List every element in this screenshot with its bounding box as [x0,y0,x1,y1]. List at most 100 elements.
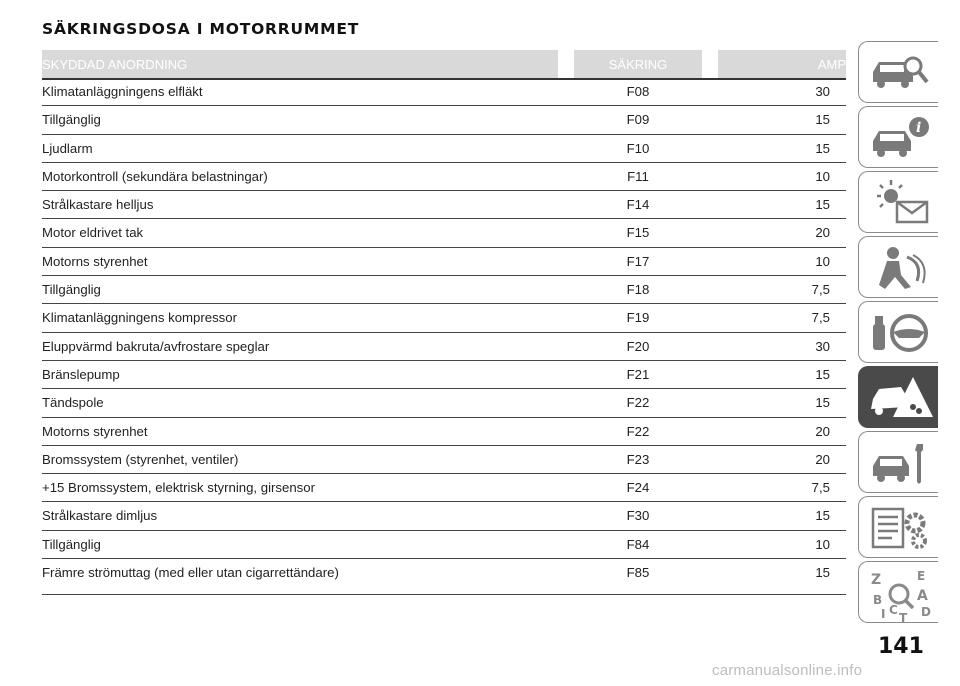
device-cell: Ljudlarm [42,140,93,156]
fuse-cell: F11 [627,168,649,184]
fuse-cell: F08 [626,84,650,99]
fuse-cell: F14 [626,197,650,213]
amp-cell: 30 [815,338,830,354]
specs-gear-icon [871,507,927,549]
table-row: Klimatanläggningens kompressor F19 7,5 [42,304,846,333]
fuse-cell: F20 [626,338,650,354]
device-cell: Motorkontroll (sekundära belastningar) [42,168,268,184]
device-cell: Strålkastare helljus [42,197,154,213]
device-cell: Bromssystem (styrenhet, ventiler) [42,451,239,467]
svg-text:D: D [921,605,931,619]
table-row: Främre strömuttag (med eller utan cigarr… [42,559,846,596]
table-row: Bränslepump F21 15 [42,361,846,390]
header-fuse: SÄKRING [608,57,668,72]
table-row: Ljudlarm F10 15 [42,135,846,163]
amp-cell: 15 [815,112,830,128]
table-row: Tillgänglig F18 7,5 [42,276,846,305]
car-info-icon: i [873,117,929,157]
watermark[interactable]: carmanualsonline.info [712,662,863,679]
table-row: Strålkastare dimljus F30 15 [42,502,846,531]
fuse-cell: F21 [626,366,650,382]
device-cell: Motorns styrenhet [42,423,148,439]
device-cell: Eluppvärmd bakruta/avfrostare speglar [42,338,270,354]
device-cell: Tillgänglig [42,282,101,298]
tab-driving[interactable] [858,301,938,363]
amp-cell: 10 [815,253,830,269]
amp-cell: 15 [815,395,830,411]
svg-text:i: i [916,120,921,136]
table-row: Motor eldrivet tak F15 20 [42,219,846,248]
table-header: SKYDDAD ANORDNING SÄKRING AMP [42,50,846,80]
tab-maintenance[interactable] [858,431,938,493]
table-row: Eluppvärmd bakruta/avfrostare speglar F20… [42,333,846,361]
fuse-cell: F10 [626,140,650,156]
table-row: Bromssystem (styrenhet, ventiler) F23 20 [42,446,846,475]
amp-cell: 20 [815,451,830,467]
amp-cell: 10 [815,168,830,184]
fuse-cell: F23 [626,451,650,467]
fuse-cell: F22 [626,423,650,439]
device-cell: Tändspole [42,395,104,411]
table-row: Tillgänglig F09 15 [42,106,846,135]
table-row: Strålkastare helljus F14 15 [42,191,846,220]
car-crash-warning-icon [871,377,933,417]
tab-index[interactable]: Z E A B I C T D [858,561,938,624]
header-amp: AMP [817,57,846,72]
table-row: Motorns styrenhet F17 10 [42,248,846,277]
amp-cell: 15 [815,366,830,382]
tab-emergency[interactable] [858,366,938,428]
amp-cell: 15 [815,197,830,213]
svg-text:T: T [899,611,908,624]
device-cell: Klimatanläggningens elfläkt [42,84,203,99]
amp-cell: 15 [815,140,830,156]
alphabet-index-icon: Z E A B I C T D [871,569,931,624]
fuse-cell: F19 [626,310,650,326]
fuse-cell: F09 [626,112,650,128]
amp-cell: 7,5 [811,282,830,298]
device-cell: +15 Bromssystem, elektrisk styrning, gir… [42,480,315,496]
header-divider [42,78,846,80]
tab-safety[interactable] [858,236,938,298]
car-search-icon [873,56,929,88]
device-cell: Motorns styrenhet [42,253,148,269]
table-row: +15 Bromssystem, elektrisk styrning, gir… [42,474,846,503]
device-cell: Bränslepump [42,366,120,382]
fuse-table: SKYDDAD ANORDNING SÄKRING AMP Klimatanlä… [42,50,846,596]
fuse-cell: F24 [626,480,650,496]
header-bg-device [42,50,558,78]
tab-car-info[interactable]: i [858,106,938,168]
amp-cell: 30 [815,84,830,99]
fuse-cell: F30 [626,508,650,524]
key-steering-wheel-icon [873,314,928,352]
svg-text:E: E [917,569,925,583]
svg-text:I: I [881,607,885,621]
airbag-person-icon [879,247,926,289]
table-row: Motorkontroll (sekundära belastningar) F1… [42,163,846,192]
fuse-cell: F84 [626,536,650,552]
fuse-cell: F15 [626,225,650,241]
tab-car-search[interactable] [858,41,938,103]
device-cell: Främre strömuttag (med eller utan cigarr… [42,565,339,581]
table-row: Tändspole F22 15 [42,389,846,418]
svg-text:Z: Z [871,572,881,588]
table-row: Motorns styrenhet F22 20 [42,418,846,446]
page-title: SÄKRINGSDOSA I MOTORRUMMET [42,20,360,38]
fuse-cell: F85 [626,565,650,581]
fuse-cell: F18 [626,282,650,298]
table-row: Tillgänglig F84 10 [42,531,846,560]
device-cell: Tillgänglig [42,536,101,552]
table-row: Klimatanläggningens elfläkt F08 30 [42,78,846,107]
page-number: 141 [878,634,924,659]
table-body: Klimatanläggningens elfläkt F08 30 Tillgäng… [42,78,846,596]
amp-cell: 20 [815,423,830,439]
amp-cell: 20 [815,225,830,241]
amp-cell: 15 [815,508,830,524]
tab-technical-data[interactable] [858,496,938,558]
svg-text:B: B [873,593,882,607]
light-envelope-icon [877,180,929,224]
amp-cell: 7,5 [811,310,830,326]
amp-cell: 15 [815,565,830,581]
tab-light-message[interactable] [858,171,938,233]
device-cell: Strålkastare dimljus [42,508,158,524]
amp-cell: 7,5 [811,480,830,496]
